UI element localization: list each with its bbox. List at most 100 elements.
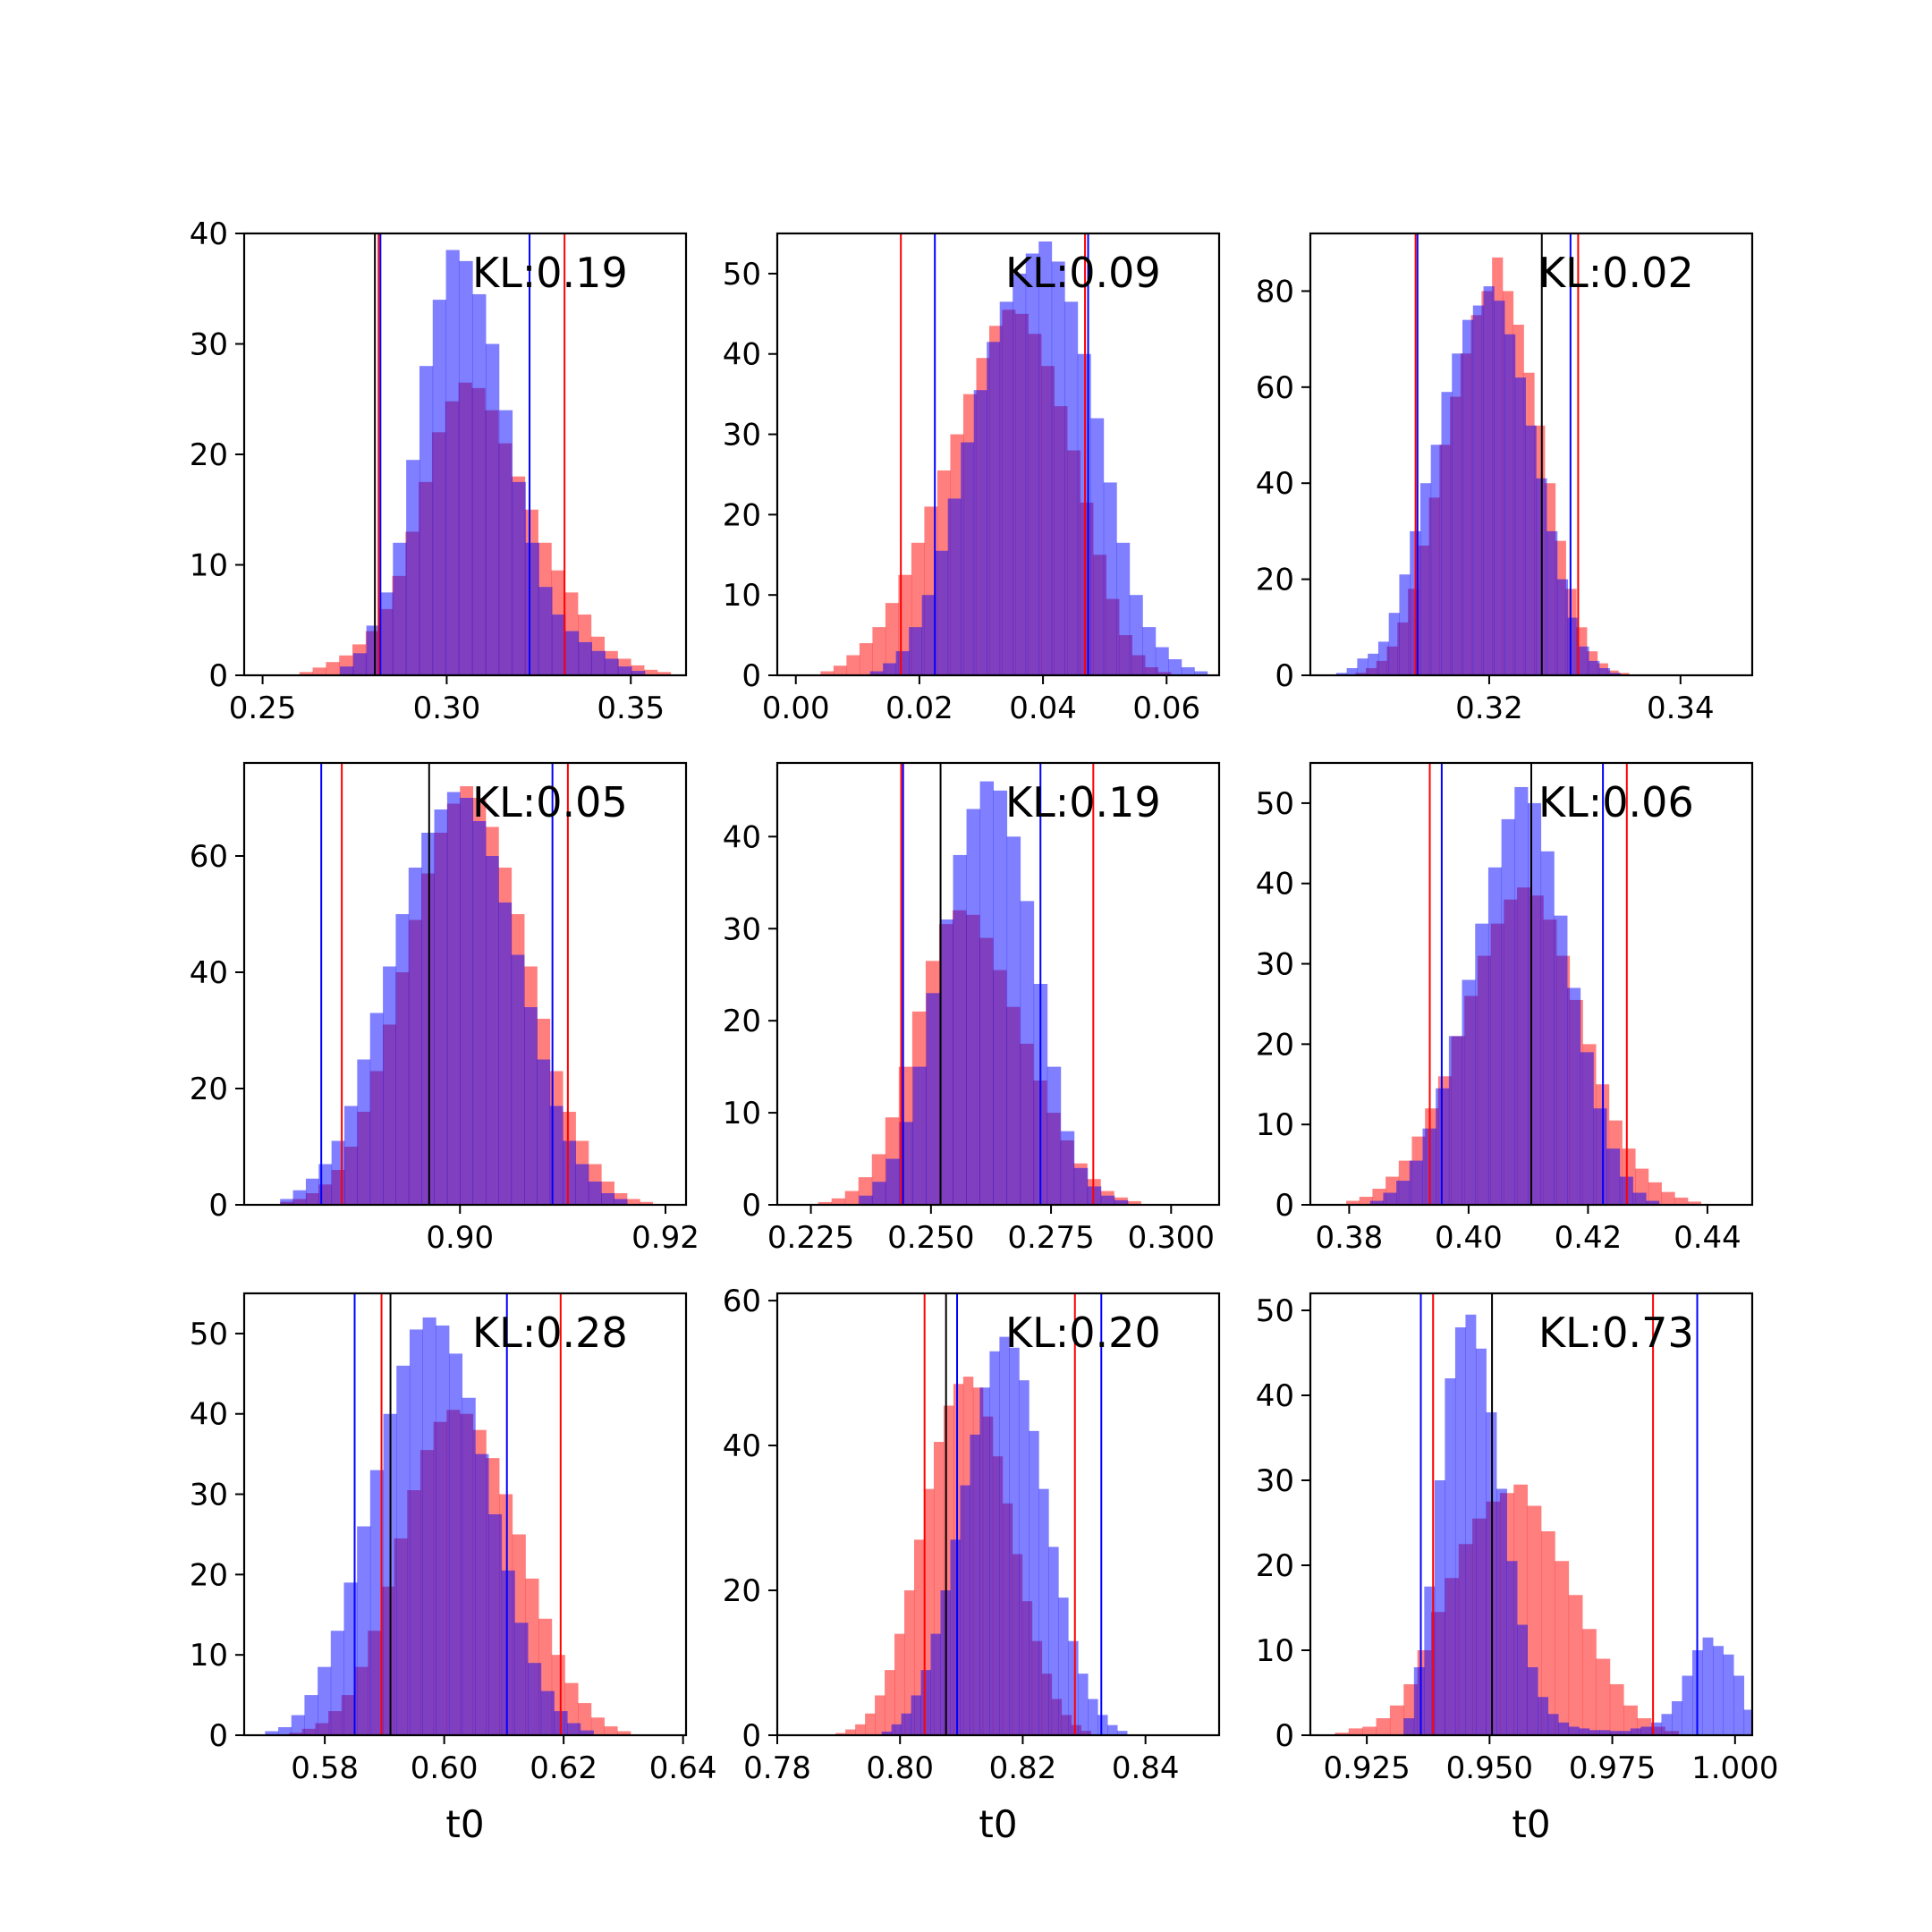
histogram-bar: [1377, 641, 1390, 675]
histogram-bar: [875, 1695, 886, 1735]
histogram-bar: [280, 1199, 293, 1205]
histogram-bar: [475, 1453, 489, 1735]
histogram-bar: [498, 902, 513, 1205]
x-tick-label: 0.925: [1323, 1750, 1410, 1786]
histogram-bar: [486, 343, 500, 675]
series-blue: [265, 1317, 594, 1735]
y-tick-label: 50: [1256, 786, 1294, 822]
y-tick-label: 60: [723, 1284, 761, 1319]
histogram-bar: [820, 671, 835, 675]
y-tick-label: 20: [190, 437, 228, 473]
y-tick-label: 0: [1275, 1718, 1294, 1754]
histogram-bar: [1078, 1674, 1089, 1735]
histogram-bar: [618, 666, 632, 675]
histogram-bar: [883, 663, 897, 675]
histogram-bar: [953, 854, 967, 1205]
histogram-bar: [299, 672, 313, 675]
histogram-bar: [644, 669, 658, 675]
histogram-bar: [422, 1317, 436, 1735]
histogram-bar: [357, 1059, 371, 1205]
x-tick-label: 0.64: [649, 1750, 717, 1786]
histogram-bar: [960, 1485, 970, 1735]
histogram-bar: [1046, 1066, 1062, 1205]
series-blue: [280, 792, 628, 1205]
histogram-bar: [265, 1731, 279, 1735]
histogram-bar: [894, 1633, 905, 1735]
x-tick-label: 0.04: [1009, 691, 1077, 726]
histogram-bar: [657, 672, 672, 675]
histogram-bar: [1540, 1531, 1555, 1735]
histogram-bar: [935, 550, 949, 675]
subplot-1: 0.25 0.30 0.35 0 10 20 30 40 KL:0.19: [190, 216, 688, 726]
histogram-bar: [912, 1066, 927, 1205]
y-tick-label: 30: [190, 327, 228, 363]
histogram-bar: [1048, 1546, 1059, 1735]
histogram-bar: [1593, 1108, 1607, 1205]
subplot-3: 0.32 0.34 0 20 40 60 80 KL:0.02: [1256, 232, 1754, 726]
histogram-bar: [1388, 613, 1400, 675]
histogram-bar: [1430, 445, 1442, 675]
x-tick-label: 0.38: [1316, 1220, 1384, 1256]
histogram-bar: [580, 1730, 594, 1735]
histogram-bar: [1194, 671, 1208, 675]
histogram-bar: [1567, 617, 1579, 675]
histogram-bar: [1103, 482, 1117, 675]
kl-annotation: KL:0.73: [1538, 1309, 1694, 1357]
histogram-bar: [379, 592, 394, 675]
histogram-bar: [1589, 1730, 1600, 1735]
plot-area: [280, 763, 654, 1205]
histogram-bar: [1514, 377, 1526, 675]
histogram-bar: [472, 821, 487, 1205]
histogram-bar: [1609, 1684, 1624, 1735]
kl-annotation: KL:0.09: [1005, 249, 1161, 297]
histogram-bar: [1568, 1595, 1583, 1735]
axes-frame: [775, 1292, 1221, 1737]
kl-annotation: KL:0.19: [1005, 778, 1161, 826]
kl-annotation: KL:0.02: [1538, 249, 1694, 297]
histogram-bar: [966, 809, 980, 1205]
x-tick-label: 0.58: [291, 1750, 359, 1786]
plot-area: [820, 233, 1208, 675]
x-axis-label: t0: [445, 1802, 484, 1846]
axes-frame: [775, 761, 1221, 1207]
histogram-bar: [855, 1724, 866, 1735]
histogram-bar: [1029, 1430, 1039, 1735]
histogram-bar: [1335, 1733, 1350, 1735]
histogram-bar: [312, 667, 326, 675]
histogram-bar: [1465, 1314, 1477, 1735]
histogram-bar: [920, 1670, 931, 1735]
histogram-bar: [1127, 1200, 1141, 1205]
histogram-bar: [485, 856, 499, 1205]
histogram-bar: [488, 1514, 503, 1735]
histogram-bar: [1058, 1597, 1069, 1735]
histogram-bar: [344, 1106, 358, 1205]
x-tick-label: 0.80: [866, 1750, 934, 1786]
histogram-bar: [1578, 646, 1589, 675]
plot-area: [835, 1293, 1128, 1735]
histogram-bar: [1090, 418, 1105, 675]
histogram-bar: [895, 651, 910, 675]
x-tick-label: 0.25: [229, 691, 297, 726]
histogram-bar: [1472, 305, 1484, 675]
histogram-bar: [514, 1623, 529, 1735]
histogram-bar: [1682, 1675, 1693, 1735]
histogram-bar: [1462, 319, 1474, 675]
histogram-bar: [448, 1353, 463, 1735]
histogram-bar: [1413, 1667, 1425, 1735]
series-blue: [1369, 786, 1660, 1205]
histogram-bar: [1733, 1675, 1745, 1735]
x-tick-label: 0.02: [886, 691, 953, 726]
histogram-bar: [1368, 653, 1379, 675]
x-tick-label: 0.225: [767, 1220, 854, 1256]
histogram-bar: [1618, 673, 1630, 675]
series-blue: [340, 250, 646, 675]
histogram-bar: [1582, 1629, 1597, 1735]
histogram-bar: [563, 1140, 576, 1205]
y-tick-label: 40: [190, 955, 228, 991]
histogram-bar: [1087, 1186, 1102, 1205]
histogram-bar: [818, 1201, 833, 1205]
y-tick-label: 40: [723, 1428, 761, 1464]
x-tick-label: 1.000: [1691, 1750, 1778, 1786]
y-tick-label: 20: [190, 1072, 228, 1107]
histogram-bar: [1607, 670, 1619, 675]
